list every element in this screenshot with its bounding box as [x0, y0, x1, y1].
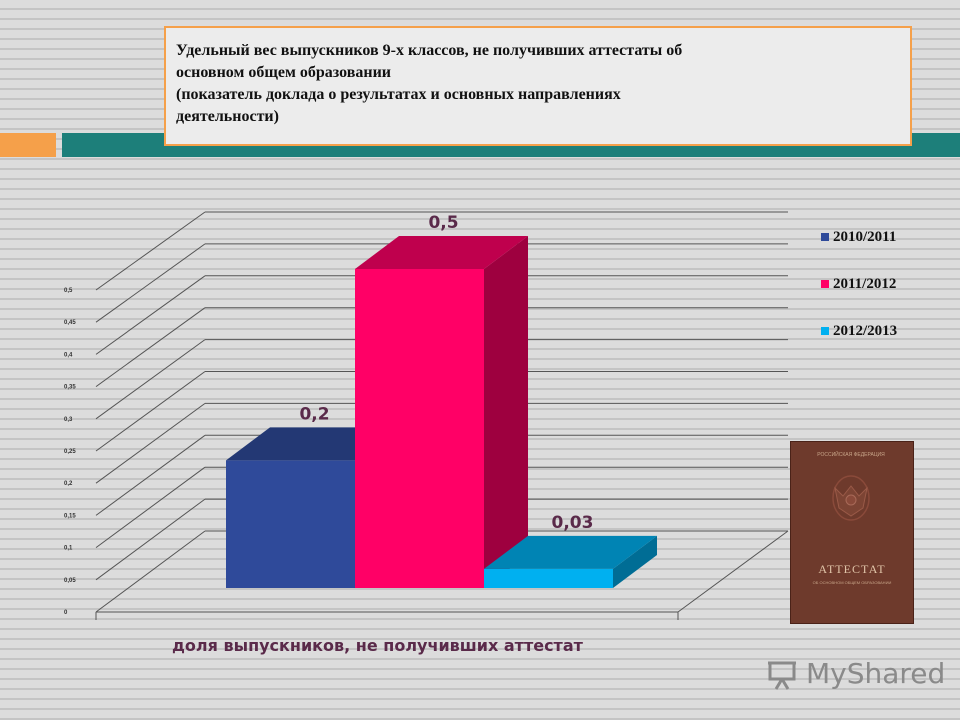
title-line-2: основном общем образовании [176, 64, 392, 81]
bar-2012/2013-top [484, 535, 657, 569]
gridline-side [95, 530, 206, 613]
gridline-side [95, 275, 206, 355]
certificate-title: АТТЕСТАТ [818, 562, 886, 576]
y-tick-label: 0,15 [64, 513, 76, 519]
y-tick-label: 0,5 [64, 288, 73, 294]
bar-2012/2013-front [484, 568, 613, 588]
legend-label: 2012/2013 [833, 323, 897, 339]
bar-2011/2012-front [355, 269, 484, 588]
data-label-2011/2012: 0,5 [428, 213, 458, 233]
watermark-logo: MyShared [766, 655, 945, 695]
slide-title: Удельный вес выпускников 9-х классов, не… [164, 26, 912, 146]
y-tick-label: 0,45 [64, 320, 76, 326]
bar-2010/2011-front [226, 460, 355, 588]
bar-2011/2012-top [355, 236, 528, 269]
gridline-side [95, 307, 206, 388]
gridline-side [95, 371, 206, 452]
legend-label: 2010/2011 [833, 229, 896, 245]
bar-2011/2012-side [484, 236, 528, 588]
y-tick-label: 0,05 [64, 578, 76, 584]
x-axis-label: доля выпускников, не получивших аттестат [172, 636, 584, 655]
y-tick-label: 0,2 [64, 481, 73, 487]
y-tick-label: 0 [64, 610, 68, 616]
data-labels: 0,2 0,5 0,03 [299, 213, 593, 533]
certificate-subtitle: ОБ ОСНОВНОМ ОБЩЕМ ОБРАЗОВАНИИ [812, 580, 892, 585]
gridline-side [95, 211, 206, 291]
legend-label: 2011/2012 [833, 276, 896, 292]
certificate-image: РОССИЙСКАЯ ФЕДЕРАЦИЯ АТТЕСТАТ ОБ ОСНОВНО… [790, 441, 914, 624]
chart-legend: 2010/2011 2011/2012 2012/2013 [821, 229, 897, 339]
data-label-2010/2011: 0,2 [299, 404, 329, 424]
floor-right-edge [677, 530, 789, 613]
accent-bar-orange [0, 133, 56, 157]
chart-bars [226, 236, 657, 588]
eagle-emblem-icon [832, 475, 870, 521]
certificate-header: РОССИЙСКАЯ ФЕДЕРАЦИЯ [817, 452, 885, 458]
gridline-side [95, 498, 206, 581]
y-tick-label: 0,4 [64, 352, 73, 358]
bar-2012/2013-side [613, 535, 657, 588]
y-axis-ticks: 0 0,05 0,1 0,15 0,2 0,25 0,3 0,35 0,4 0,45 0,5 [64, 288, 76, 616]
watermark-text: MyShared [806, 657, 946, 690]
y-tick-label: 0,3 [64, 417, 73, 423]
y-tick-label: 0,35 [64, 385, 76, 391]
gridline-side [95, 434, 206, 516]
legend-swatch [821, 280, 829, 288]
legend-swatch [821, 233, 829, 241]
presentation-icon [768, 661, 796, 690]
y-tick-label: 0,25 [64, 449, 76, 455]
gridline-side [95, 402, 206, 484]
gridline-side [95, 466, 206, 549]
legend-swatch [821, 327, 829, 335]
data-label-2012/2013: 0,03 [552, 513, 594, 533]
y-tick-label: 0,1 [64, 546, 73, 552]
title-line-3: (показатель доклада о результатах и осно… [176, 86, 621, 103]
title-line-1: Удельный вес выпускников 9-х классов, не… [176, 42, 683, 59]
gridline-side [95, 339, 206, 420]
title-line-4: деятельности) [176, 108, 279, 125]
gridline-side [95, 243, 206, 323]
